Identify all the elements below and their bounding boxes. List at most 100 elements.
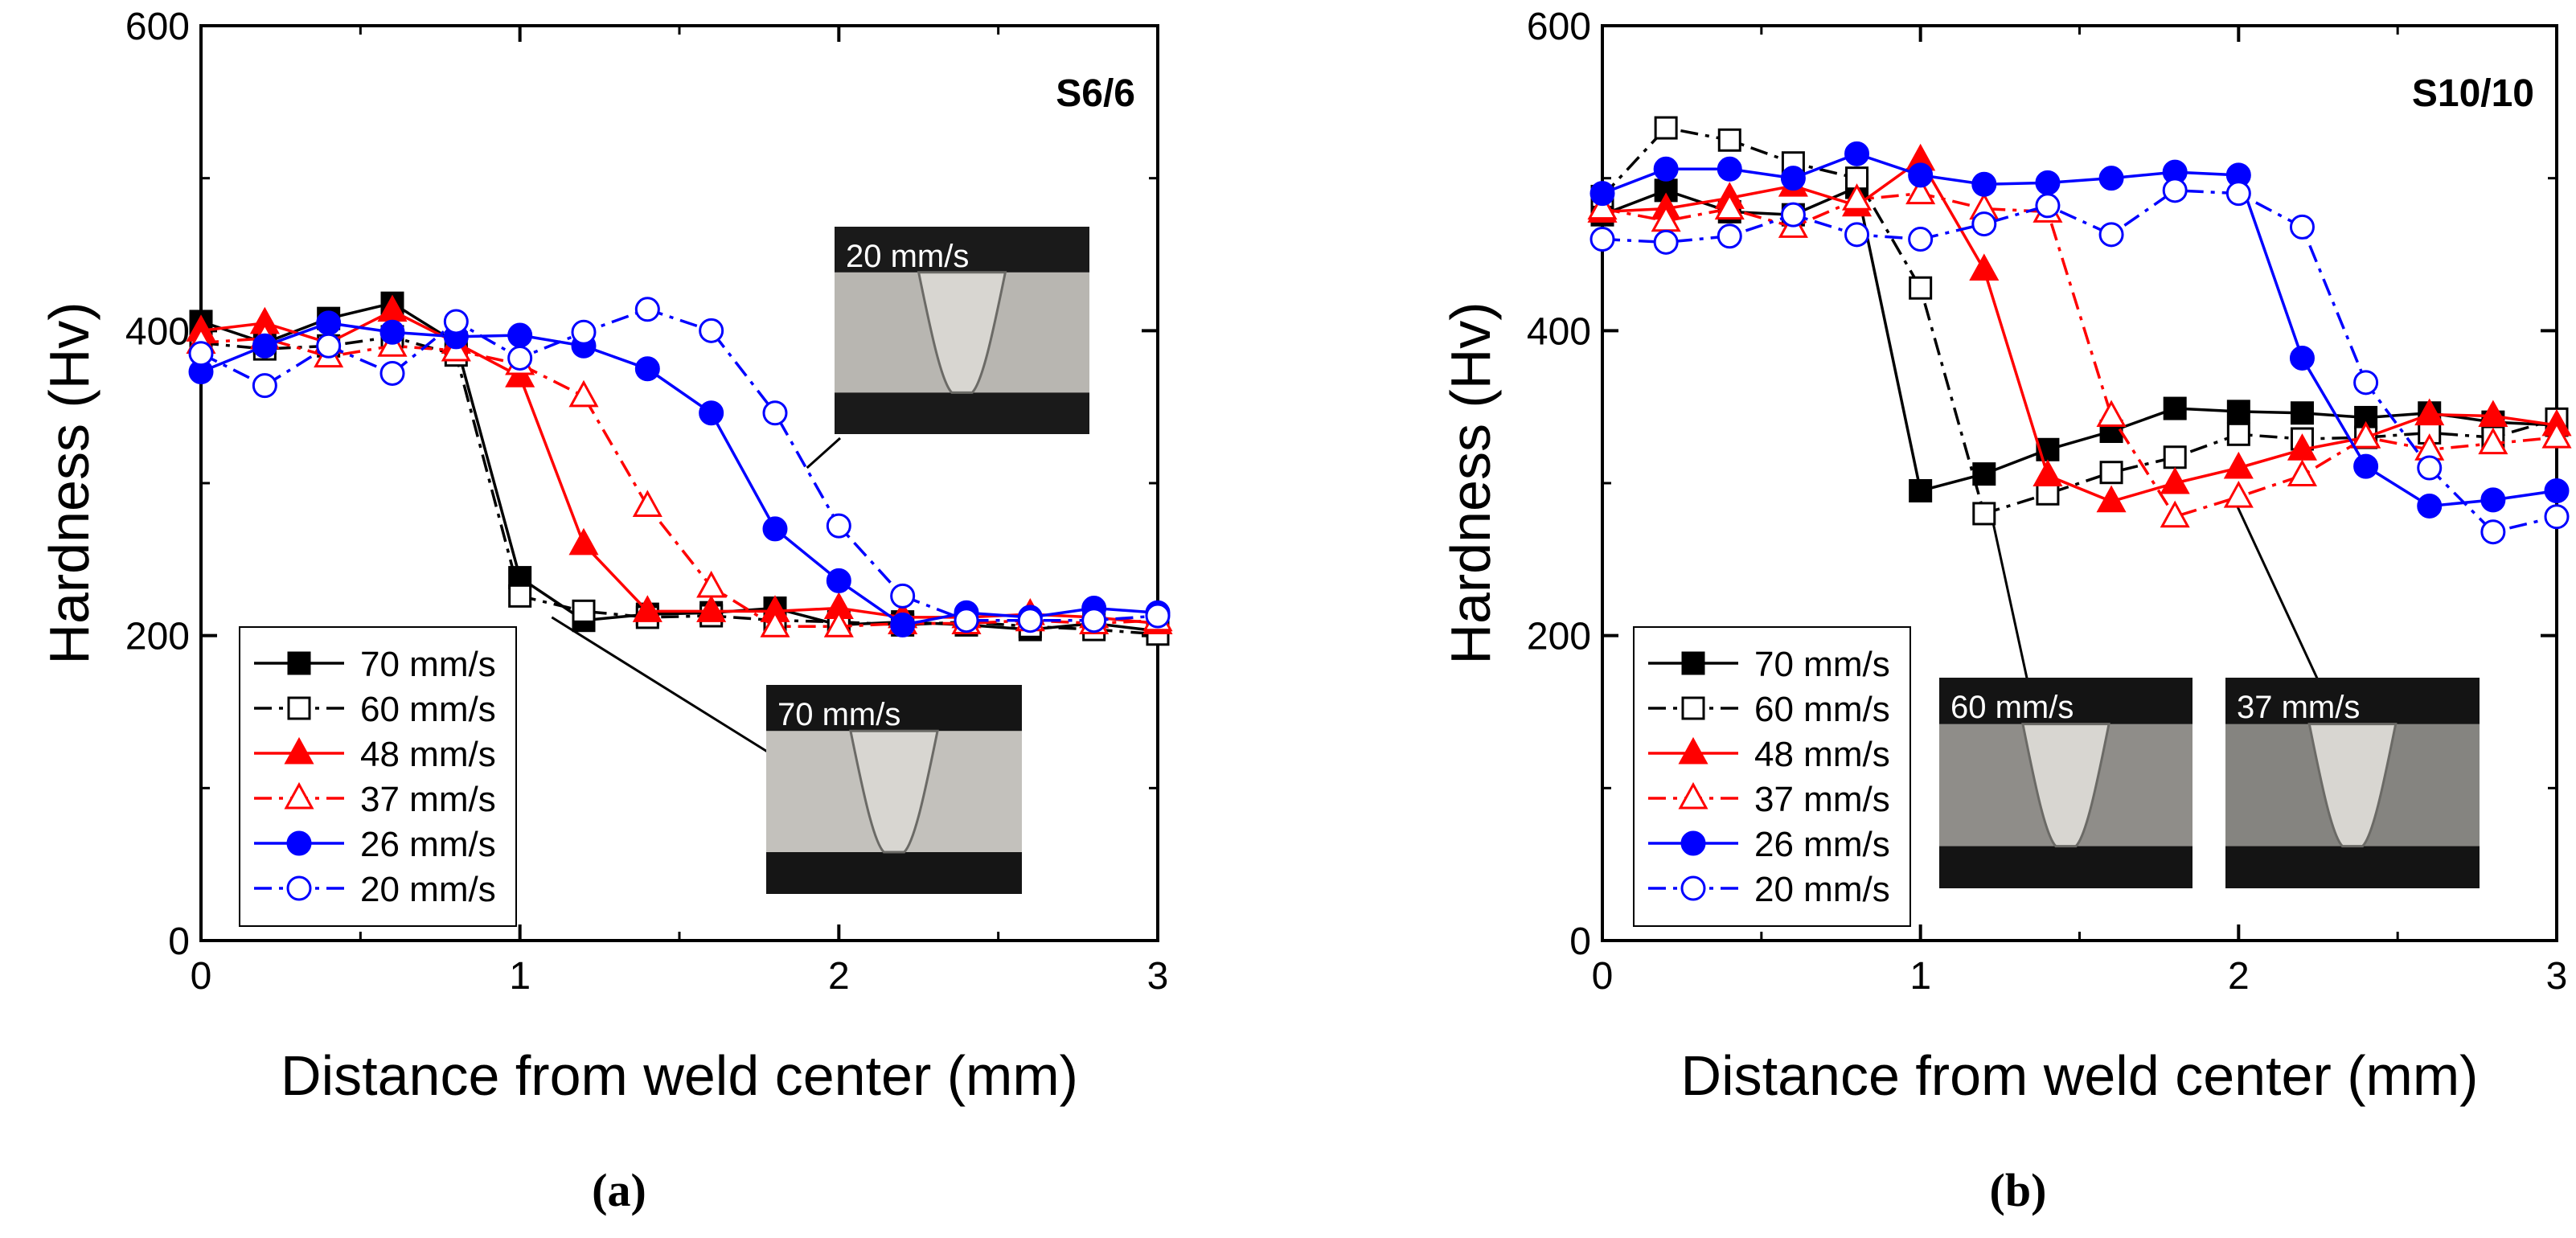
series-line <box>1601 126 2558 516</box>
inset-micrograph: 70 mm/s <box>766 685 1022 894</box>
data-point <box>2096 400 2127 428</box>
data-point <box>1589 227 1615 252</box>
data-point <box>762 516 788 542</box>
data-point <box>954 608 979 633</box>
legend-marker <box>1680 830 1706 856</box>
data-point <box>1780 202 1806 228</box>
data-point <box>2163 396 2187 420</box>
series-line <box>1602 158 2558 503</box>
y-tick-label: 200 <box>1527 616 1591 658</box>
data-point <box>1841 183 1873 211</box>
data-point <box>632 595 662 622</box>
data-point <box>2225 181 2251 207</box>
data-point <box>571 319 597 345</box>
data-point <box>1717 223 1742 249</box>
legend-marker <box>287 651 311 675</box>
x-tick-label: 1 <box>509 955 531 998</box>
legend-marker <box>1678 736 1708 765</box>
legend-label: 60 mm/s <box>1754 690 1890 729</box>
data-point <box>823 610 854 637</box>
data-point <box>1717 156 1742 182</box>
chart-panel-b: 0 1 2 3 0 200 400 600 Distance from weld center … <box>1439 6 2572 1216</box>
inset-micrograph: 37 mm/s <box>2225 678 2480 888</box>
data-point <box>2223 451 2254 479</box>
inset-weld-bead <box>2021 723 2110 848</box>
y-tick-label: 600 <box>1527 6 1591 48</box>
data-point <box>2223 480 2254 508</box>
series-line <box>1602 152 2558 508</box>
data-point <box>316 333 342 359</box>
data-point <box>1017 608 1043 633</box>
series-line <box>1602 191 2558 519</box>
data-point <box>507 322 533 348</box>
data-point <box>1654 116 1678 140</box>
data-point <box>2478 427 2508 455</box>
legend-label: 60 mm/s <box>360 690 496 729</box>
legend: 70 mm/s 60 mm/s 48 mm/s 37 mm/s 26 mm/s 20 mm… <box>239 626 517 927</box>
data-point <box>1844 141 1870 166</box>
data-point <box>2417 455 2443 481</box>
series-37-mms <box>1587 177 2572 528</box>
legend-label: 70 mm/s <box>1754 645 1890 684</box>
data-point <box>699 318 724 343</box>
series-line <box>200 301 1159 633</box>
y-tick-label: 0 <box>168 920 190 963</box>
series-20-mms <box>188 297 1171 633</box>
y-tick-label: 600 <box>125 6 190 48</box>
series-20-mms <box>1589 178 2570 545</box>
inset-label: 70 mm/s <box>777 697 900 732</box>
data-point <box>634 356 660 382</box>
y-tick-label: 200 <box>125 616 190 658</box>
data-point <box>2098 222 2124 248</box>
inset-leader-line <box>551 616 769 754</box>
legend-label: 20 mm/s <box>1754 870 1890 909</box>
data-point <box>696 595 727 622</box>
series-48-mms <box>1587 143 2572 513</box>
inset-bottom-band <box>2225 846 2480 888</box>
legend-marker <box>1681 696 1705 720</box>
data-point <box>1587 192 1618 220</box>
x-axis-label: Distance from weld center (mm) <box>281 1044 1078 1107</box>
inset-leader-line <box>2231 494 2320 683</box>
data-point <box>508 584 532 608</box>
data-point <box>2098 166 2124 191</box>
legend-marker <box>286 875 312 901</box>
data-point <box>316 310 342 336</box>
data-point <box>2417 493 2443 519</box>
data-point <box>2035 193 2061 219</box>
inset-bottom-band <box>766 852 1022 894</box>
inset-bottom-band <box>835 392 1089 434</box>
data-point <box>762 400 788 426</box>
y-tick-label: 0 <box>1569 920 1591 963</box>
inset-label: 37 mm/s <box>2237 690 2360 725</box>
data-point <box>188 341 214 367</box>
inset-bottom-band <box>1939 846 2192 888</box>
data-point <box>699 400 724 426</box>
legend-label: 26 mm/s <box>1754 825 1890 864</box>
data-point <box>2226 422 2250 446</box>
data-point <box>252 373 277 399</box>
inset-weld-bead <box>917 271 1007 394</box>
series-line <box>1602 189 2558 534</box>
data-point <box>1972 502 1996 526</box>
data-point <box>1905 177 1936 205</box>
legend-label: 26 mm/s <box>360 825 496 864</box>
data-point <box>1717 128 1741 152</box>
data-point <box>634 297 660 322</box>
legend-box <box>239 626 517 927</box>
series-line <box>200 307 1159 622</box>
data-point <box>2096 485 2127 513</box>
data-point <box>2353 453 2379 479</box>
data-point <box>2480 487 2506 513</box>
legend-marker <box>1681 651 1705 675</box>
legend-label: 37 mm/s <box>1754 780 1890 819</box>
x-tick-label: 2 <box>2228 955 2250 998</box>
data-point <box>2351 420 2381 449</box>
data-point <box>632 490 662 517</box>
data-point <box>1909 276 1933 300</box>
y-tick-label: 400 <box>125 310 190 353</box>
data-point <box>826 513 851 539</box>
data-point <box>2035 170 2061 195</box>
data-point <box>1081 608 1107 633</box>
